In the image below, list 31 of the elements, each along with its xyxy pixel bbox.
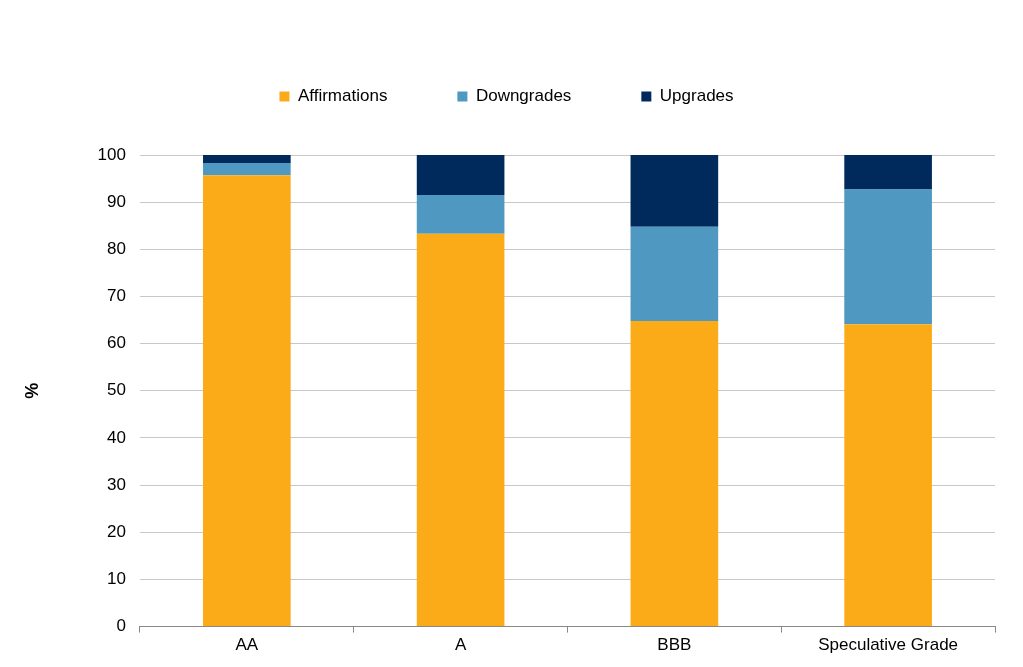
y-tick-label: 80 [107, 239, 126, 259]
bar [416, 233, 505, 627]
bar [203, 175, 291, 627]
y-axis-title: % [21, 382, 42, 399]
bar [630, 155, 719, 227]
y-tick-label: 40 [107, 427, 126, 447]
y-tick-label: 50 [107, 380, 126, 400]
y-tick-label: 20 [107, 521, 126, 541]
y-tick-label: 0 [116, 616, 126, 636]
bar [844, 189, 932, 325]
bar [203, 155, 291, 164]
y-tick-label: 100 [97, 144, 126, 164]
legend-label: Affirmations [297, 86, 388, 106]
y-tick-label: 90 [107, 191, 126, 211]
y-tick-label: 60 [107, 333, 126, 353]
x-tick-label: A [454, 635, 467, 655]
x-tick-label: AA [235, 635, 259, 655]
bar [844, 155, 932, 190]
bar [844, 324, 932, 627]
bar [203, 163, 291, 176]
bar [630, 321, 719, 627]
bar [630, 226, 719, 321]
x-tick-label: BBB [657, 635, 692, 655]
bar [416, 195, 505, 234]
x-tick-label: Speculative Grade [818, 635, 959, 655]
y-tick-label: 10 [107, 569, 126, 589]
legend-label: Downgrades [475, 86, 572, 106]
y-tick-label: 70 [107, 286, 126, 306]
bar [416, 155, 505, 196]
y-tick-label: 30 [107, 474, 126, 494]
legend-label: Upgrades [659, 86, 734, 106]
